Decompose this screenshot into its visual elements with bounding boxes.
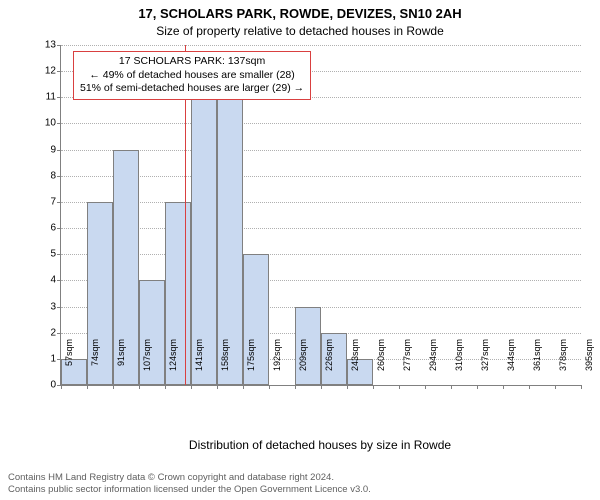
footer-line-2: Contains public sector information licen… bbox=[8, 484, 371, 496]
x-tick-mark bbox=[191, 385, 192, 389]
x-tick-label: 91sqm bbox=[116, 339, 126, 389]
y-tick-label: 3 bbox=[26, 301, 56, 312]
histogram-bar bbox=[191, 71, 217, 385]
annotation-line-2: ← 49% of detached houses are smaller (28… bbox=[80, 69, 304, 83]
x-tick-label: 57sqm bbox=[64, 339, 74, 389]
gridline bbox=[61, 228, 581, 229]
gridline bbox=[61, 150, 581, 151]
gridline bbox=[61, 202, 581, 203]
gridline bbox=[61, 254, 581, 255]
x-tick-mark bbox=[87, 385, 88, 389]
x-tick-label: 310sqm bbox=[454, 339, 464, 389]
x-tick-mark bbox=[425, 385, 426, 389]
y-tick-label: 5 bbox=[26, 249, 56, 260]
y-tick-label: 11 bbox=[26, 92, 56, 103]
x-tick-label: 74sqm bbox=[90, 339, 100, 389]
x-tick-label: 141sqm bbox=[194, 339, 204, 389]
gridline bbox=[61, 176, 581, 177]
x-tick-mark bbox=[269, 385, 270, 389]
x-tick-mark bbox=[555, 385, 556, 389]
chart-container: 17, SCHOLARS PARK, ROWDE, DEVIZES, SN10 … bbox=[0, 0, 600, 500]
x-tick-mark bbox=[113, 385, 114, 389]
x-tick-mark bbox=[217, 385, 218, 389]
y-tick-mark bbox=[57, 333, 61, 334]
x-tick-label: 395sqm bbox=[584, 339, 594, 389]
x-tick-mark bbox=[477, 385, 478, 389]
x-tick-mark bbox=[373, 385, 374, 389]
x-tick-label: 294sqm bbox=[428, 339, 438, 389]
x-axis-label: Distribution of detached houses by size … bbox=[60, 438, 580, 452]
y-tick-mark bbox=[57, 123, 61, 124]
y-tick-label: 10 bbox=[26, 118, 56, 129]
x-tick-mark bbox=[165, 385, 166, 389]
footer-line-1: Contains HM Land Registry data © Crown c… bbox=[8, 472, 371, 484]
y-tick-label: 7 bbox=[26, 196, 56, 207]
x-tick-mark bbox=[295, 385, 296, 389]
x-tick-label: 243sqm bbox=[350, 339, 360, 389]
annotation-box: 17 SCHOLARS PARK: 137sqm← 49% of detache… bbox=[73, 51, 311, 100]
y-tick-mark bbox=[57, 150, 61, 151]
gridline bbox=[61, 123, 581, 124]
x-tick-label: 226sqm bbox=[324, 339, 334, 389]
y-tick-label: 1 bbox=[26, 353, 56, 364]
x-tick-mark bbox=[347, 385, 348, 389]
y-tick-label: 9 bbox=[26, 144, 56, 155]
x-tick-label: 107sqm bbox=[142, 339, 152, 389]
x-tick-mark bbox=[399, 385, 400, 389]
x-tick-mark bbox=[243, 385, 244, 389]
y-tick-label: 0 bbox=[26, 380, 56, 391]
x-tick-mark bbox=[61, 385, 62, 389]
x-tick-mark bbox=[529, 385, 530, 389]
y-tick-label: 2 bbox=[26, 327, 56, 338]
x-tick-mark bbox=[581, 385, 582, 389]
x-tick-mark bbox=[503, 385, 504, 389]
footer-text: Contains HM Land Registry data © Crown c… bbox=[8, 472, 371, 496]
y-tick-label: 6 bbox=[26, 223, 56, 234]
y-tick-mark bbox=[57, 202, 61, 203]
gridline bbox=[61, 45, 581, 46]
y-tick-mark bbox=[57, 280, 61, 281]
y-tick-label: 13 bbox=[26, 40, 56, 51]
chart-subtitle: Size of property relative to detached ho… bbox=[0, 24, 600, 38]
x-tick-label: 344sqm bbox=[506, 339, 516, 389]
x-tick-label: 124sqm bbox=[168, 339, 178, 389]
x-tick-label: 209sqm bbox=[298, 339, 308, 389]
x-tick-label: 361sqm bbox=[532, 339, 542, 389]
y-tick-mark bbox=[57, 228, 61, 229]
y-tick-label: 8 bbox=[26, 170, 56, 181]
y-tick-mark bbox=[57, 71, 61, 72]
x-tick-label: 175sqm bbox=[246, 339, 256, 389]
x-tick-label: 158sqm bbox=[220, 339, 230, 389]
annotation-line-3: 51% of semi-detached houses are larger (… bbox=[80, 82, 304, 96]
x-tick-label: 277sqm bbox=[402, 339, 412, 389]
x-tick-mark bbox=[451, 385, 452, 389]
plot-area: 01234567891011121357sqm74sqm91sqm107sqm1… bbox=[60, 45, 581, 386]
y-tick-label: 12 bbox=[26, 66, 56, 77]
y-tick-mark bbox=[57, 307, 61, 308]
x-tick-label: 260sqm bbox=[376, 339, 386, 389]
x-tick-label: 192sqm bbox=[272, 339, 282, 389]
chart-title: 17, SCHOLARS PARK, ROWDE, DEVIZES, SN10 … bbox=[0, 6, 600, 21]
annotation-line-1: 17 SCHOLARS PARK: 137sqm bbox=[80, 55, 304, 69]
y-tick-label: 4 bbox=[26, 275, 56, 286]
y-tick-mark bbox=[57, 176, 61, 177]
y-tick-mark bbox=[57, 254, 61, 255]
y-tick-mark bbox=[57, 97, 61, 98]
x-tick-label: 327sqm bbox=[480, 339, 490, 389]
y-tick-mark bbox=[57, 45, 61, 46]
x-tick-label: 378sqm bbox=[558, 339, 568, 389]
x-tick-mark bbox=[321, 385, 322, 389]
x-tick-mark bbox=[139, 385, 140, 389]
